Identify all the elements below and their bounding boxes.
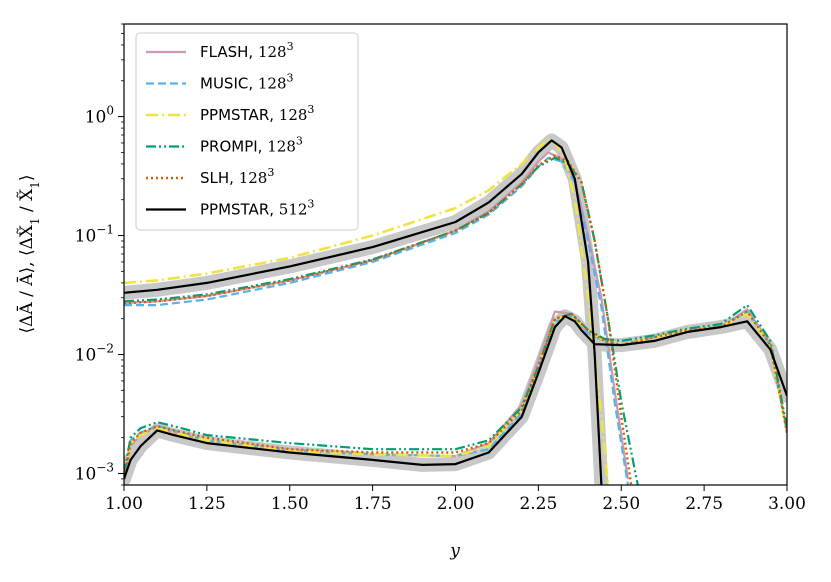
y-tick-label: 10−2 (75, 342, 114, 366)
x-tick-label: 1.75 (354, 494, 392, 514)
legend-box (135, 32, 359, 231)
y-tick-label: 10−1 (75, 223, 114, 247)
legend: FLASH, 1283 MUSIC, 1283 PPMSTAR, 1283 PROMP… (135, 32, 359, 231)
series-line-0-lower (124, 308, 787, 480)
x-tick-label: 2.75 (685, 494, 723, 514)
y-axis: 100 10−1 10−2 10−3 (75, 23, 124, 486)
legend-entry: PPMSTAR, 1283 (200, 103, 314, 124)
legend-entry: MUSIC, 1283 (200, 72, 294, 93)
series-line-5-lower (124, 315, 787, 480)
x-tick-label: 1.25 (188, 494, 226, 514)
y-axis-label: ⟨ΔĀ / Ā⟩, ⟨ΔX̃1 / X̃1⟩ (16, 174, 42, 333)
series-line-2-upper (124, 138, 610, 485)
legend-entry: PROMPI, 1283 (200, 135, 303, 156)
legend-entry: FLASH, 1283 (200, 40, 294, 61)
series-line-5-upper (124, 139, 603, 485)
y-tick-label: 10−3 (75, 460, 114, 484)
x-tick-label: 3.00 (768, 494, 806, 514)
legend-entry: PPMSTAR, 5123 (200, 198, 314, 219)
x-tick-label: 1.50 (271, 494, 309, 514)
y-tick-label: 100 (85, 104, 114, 128)
x-tick-label: 1.00 (105, 494, 143, 514)
series-line-4-upper (124, 154, 633, 485)
band-lower (124, 309, 787, 485)
series-line-4-lower (124, 310, 787, 480)
series-layer (124, 138, 787, 485)
series-line-3-lower (124, 304, 787, 474)
x-tick-label: 2.50 (602, 494, 640, 514)
legend-entry: SLH, 1283 (200, 166, 274, 187)
x-tick-label: 2.25 (519, 494, 557, 514)
x-tick-label: 2.00 (437, 494, 475, 514)
x-axis: 1.00 1.25 1.50 1.75 2.00 2.25 2.50 2.75 3.00 (105, 485, 806, 514)
x-axis-label: y (449, 541, 460, 561)
